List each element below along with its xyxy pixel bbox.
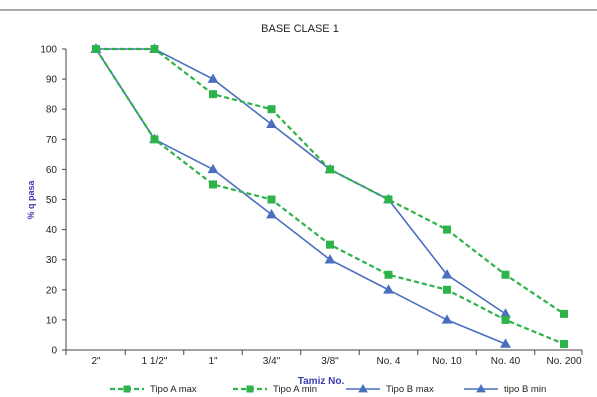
marker-triangle xyxy=(266,118,277,129)
legend-label: tipo B min xyxy=(504,384,546,395)
marker-square xyxy=(150,45,159,53)
series-line xyxy=(95,48,565,345)
x-axis-label: Tamiz No. xyxy=(298,376,345,387)
marker-square xyxy=(209,90,217,99)
y-tick-label: 10 xyxy=(46,315,58,326)
marker-triangle xyxy=(207,73,219,83)
x-tick-label: 1 1/2" xyxy=(142,356,168,367)
series-tipo-b-max xyxy=(90,43,511,318)
marker-triangle xyxy=(207,163,219,174)
chart-title: BASE CLASE 1 xyxy=(261,23,339,35)
y-tick-label: 40 xyxy=(46,225,58,236)
marker-triangle xyxy=(441,314,453,324)
x-tick-label: No. 200 xyxy=(546,356,581,367)
marker-square xyxy=(246,385,254,393)
x-tick-label: 3/8" xyxy=(321,356,339,367)
legend-item: Tipo B max xyxy=(346,384,434,395)
marker-square xyxy=(267,105,276,114)
x-tick-label: 2" xyxy=(91,356,101,367)
series-line xyxy=(95,48,506,345)
series-line xyxy=(96,48,506,315)
y-tick-label: 0 xyxy=(51,346,57,357)
legend: Tipo A max Tipo A min Tipo B max tipo B min xyxy=(110,384,546,395)
marker-square xyxy=(384,270,393,279)
y-tick-label: 80 xyxy=(46,105,58,116)
legend-item: Tipo A max xyxy=(110,384,197,395)
legend-label: Tipo A min xyxy=(273,384,317,395)
axes xyxy=(62,48,583,355)
marker-triangle xyxy=(358,384,368,393)
y-tick-label: 90 xyxy=(46,75,58,86)
legend-label: Tipo B max xyxy=(386,384,434,395)
x-tick-label: No. 4 xyxy=(377,356,401,367)
series-layer xyxy=(90,43,568,348)
series-line xyxy=(96,47,565,315)
x-tick-label: 1" xyxy=(208,356,218,367)
marker-square xyxy=(501,315,510,324)
y-tick-label: 70 xyxy=(46,135,58,146)
marker-square xyxy=(267,195,276,204)
marker-triangle xyxy=(500,308,511,318)
marker-square xyxy=(209,180,217,189)
x-tick-labels: 2" 1 1/2" 1" 3/4" 3/8" No. 4 No. 10 No. 40 No. 2… xyxy=(91,356,582,367)
marker-triangle xyxy=(383,284,394,294)
y-tick-label: 60 xyxy=(46,165,58,176)
y-tick-label: 50 xyxy=(46,195,58,206)
marker-triangle xyxy=(266,208,277,219)
series-tipo-a-min xyxy=(92,45,568,348)
marker-triangle xyxy=(324,254,336,264)
x-tick-label: No. 40 xyxy=(491,356,521,367)
y-tick-label: 30 xyxy=(46,255,58,266)
marker-square xyxy=(150,135,159,144)
marker-triangle xyxy=(441,269,453,279)
marker-triangle xyxy=(500,338,511,348)
series-tipo-b-min xyxy=(90,43,511,348)
marker-square xyxy=(123,385,131,393)
y-tick-label: 20 xyxy=(46,285,58,296)
legend-label: Tipo A max xyxy=(150,384,197,395)
marker-square xyxy=(326,165,334,174)
y-axis-label: % q pasa xyxy=(26,179,36,219)
marker-square xyxy=(443,225,451,234)
series-tipo-a-max xyxy=(92,45,568,318)
marker-square xyxy=(92,45,100,53)
legend-item: Tipo A min xyxy=(233,384,317,395)
x-tick-label: 3/4" xyxy=(263,356,281,367)
legend-item: tipo B min xyxy=(464,384,546,395)
marker-square xyxy=(560,309,568,318)
marker-triangle xyxy=(476,384,486,393)
x-tick-label: No. 10 xyxy=(432,356,462,367)
y-tick-labels: 0 10 20 30 40 50 60 70 80 90 100 xyxy=(40,45,57,357)
marker-square xyxy=(501,270,510,279)
marker-square xyxy=(326,240,334,249)
marker-square xyxy=(443,285,451,294)
marker-square xyxy=(560,339,568,348)
y-tick-label: 100 xyxy=(40,45,57,56)
marker-square xyxy=(384,195,393,204)
